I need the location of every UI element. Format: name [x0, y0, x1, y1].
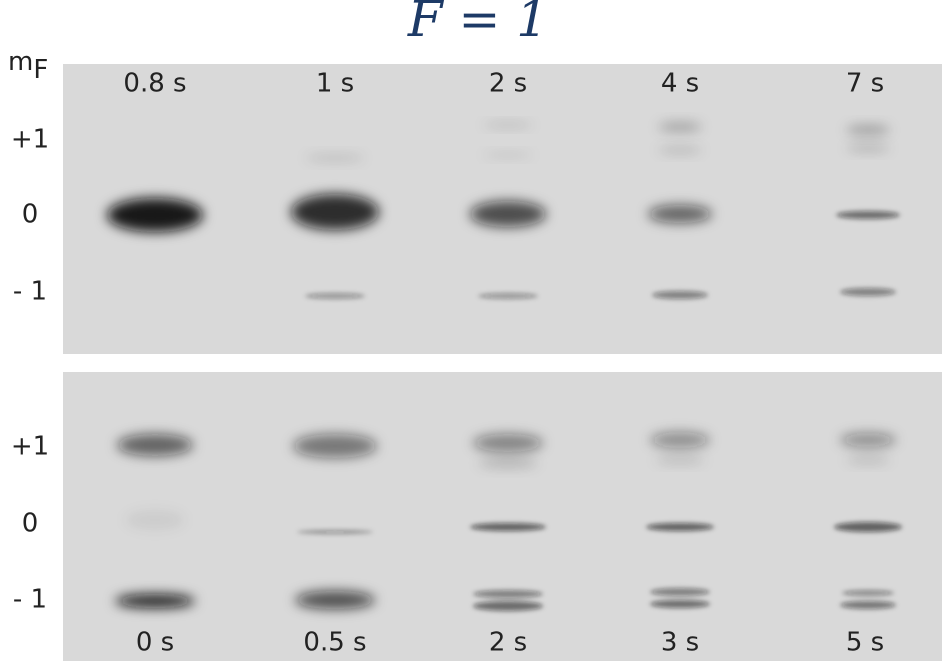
atom-cloud — [652, 291, 708, 299]
time-label: 4 s — [661, 69, 699, 99]
atom-cloud — [117, 434, 193, 456]
atom-cloud — [842, 590, 894, 596]
atom-cloud — [655, 456, 705, 464]
atom-cloud — [305, 293, 365, 299]
time-label: 0 s — [136, 628, 174, 658]
atom-clouds — [107, 122, 902, 611]
atom-cloud — [107, 198, 203, 232]
time-label: 2 s — [489, 628, 527, 658]
time-label: 1 s — [316, 69, 354, 99]
bottom-panel — [63, 372, 942, 661]
axis-label-main: m — [8, 47, 33, 77]
atom-cloud — [846, 125, 890, 135]
atom-cloud — [473, 434, 543, 452]
atom-cloud — [840, 601, 896, 609]
atom-cloud — [483, 152, 533, 158]
atom-cloud — [483, 122, 533, 128]
atom-cloud — [293, 434, 377, 458]
time-label: 7 s — [846, 69, 884, 99]
atom-cloud — [650, 600, 710, 608]
atom-cloud — [846, 456, 890, 464]
atom-cloud — [840, 288, 896, 296]
atom-cloud — [840, 433, 896, 447]
time-label: 2 s — [489, 69, 527, 99]
atom-cloud — [648, 205, 712, 223]
atom-cloud — [658, 122, 702, 132]
atom-cloud — [473, 601, 543, 611]
time-label: 0.5 s — [303, 628, 366, 658]
atom-cloud — [658, 146, 702, 154]
time-label: 0.8 s — [123, 69, 186, 99]
row-label: 0 — [22, 200, 39, 230]
axis-label: mF — [8, 47, 48, 85]
row-label: - 1 — [13, 585, 47, 615]
axis-label-sub: F — [33, 55, 48, 85]
atom-cloud — [478, 458, 538, 468]
atom-cloud — [836, 211, 900, 219]
atom-cloud — [846, 144, 890, 152]
atom-cloud — [478, 293, 538, 299]
atom-cloud — [470, 523, 546, 531]
atom-cloud — [650, 588, 710, 596]
atom-cloud — [305, 154, 365, 162]
time-label: 3 s — [661, 628, 699, 658]
title: F = 1 — [407, 0, 548, 48]
atom-cloud — [650, 432, 710, 448]
row-label: 0 — [22, 509, 39, 539]
atom-cloud — [125, 510, 185, 530]
row-label: +1 — [11, 125, 49, 155]
atom-cloud — [115, 594, 195, 608]
atom-cloud — [291, 194, 379, 230]
time-label: 5 s — [846, 628, 884, 658]
atom-cloud — [834, 522, 902, 532]
atom-cloud — [297, 530, 373, 534]
atom-cloud — [295, 591, 375, 609]
atom-cloud — [470, 201, 546, 227]
atom-cloud — [646, 523, 714, 531]
row-label: - 1 — [13, 277, 47, 307]
atom-cloud — [473, 590, 543, 598]
row-label: +1 — [11, 432, 49, 462]
